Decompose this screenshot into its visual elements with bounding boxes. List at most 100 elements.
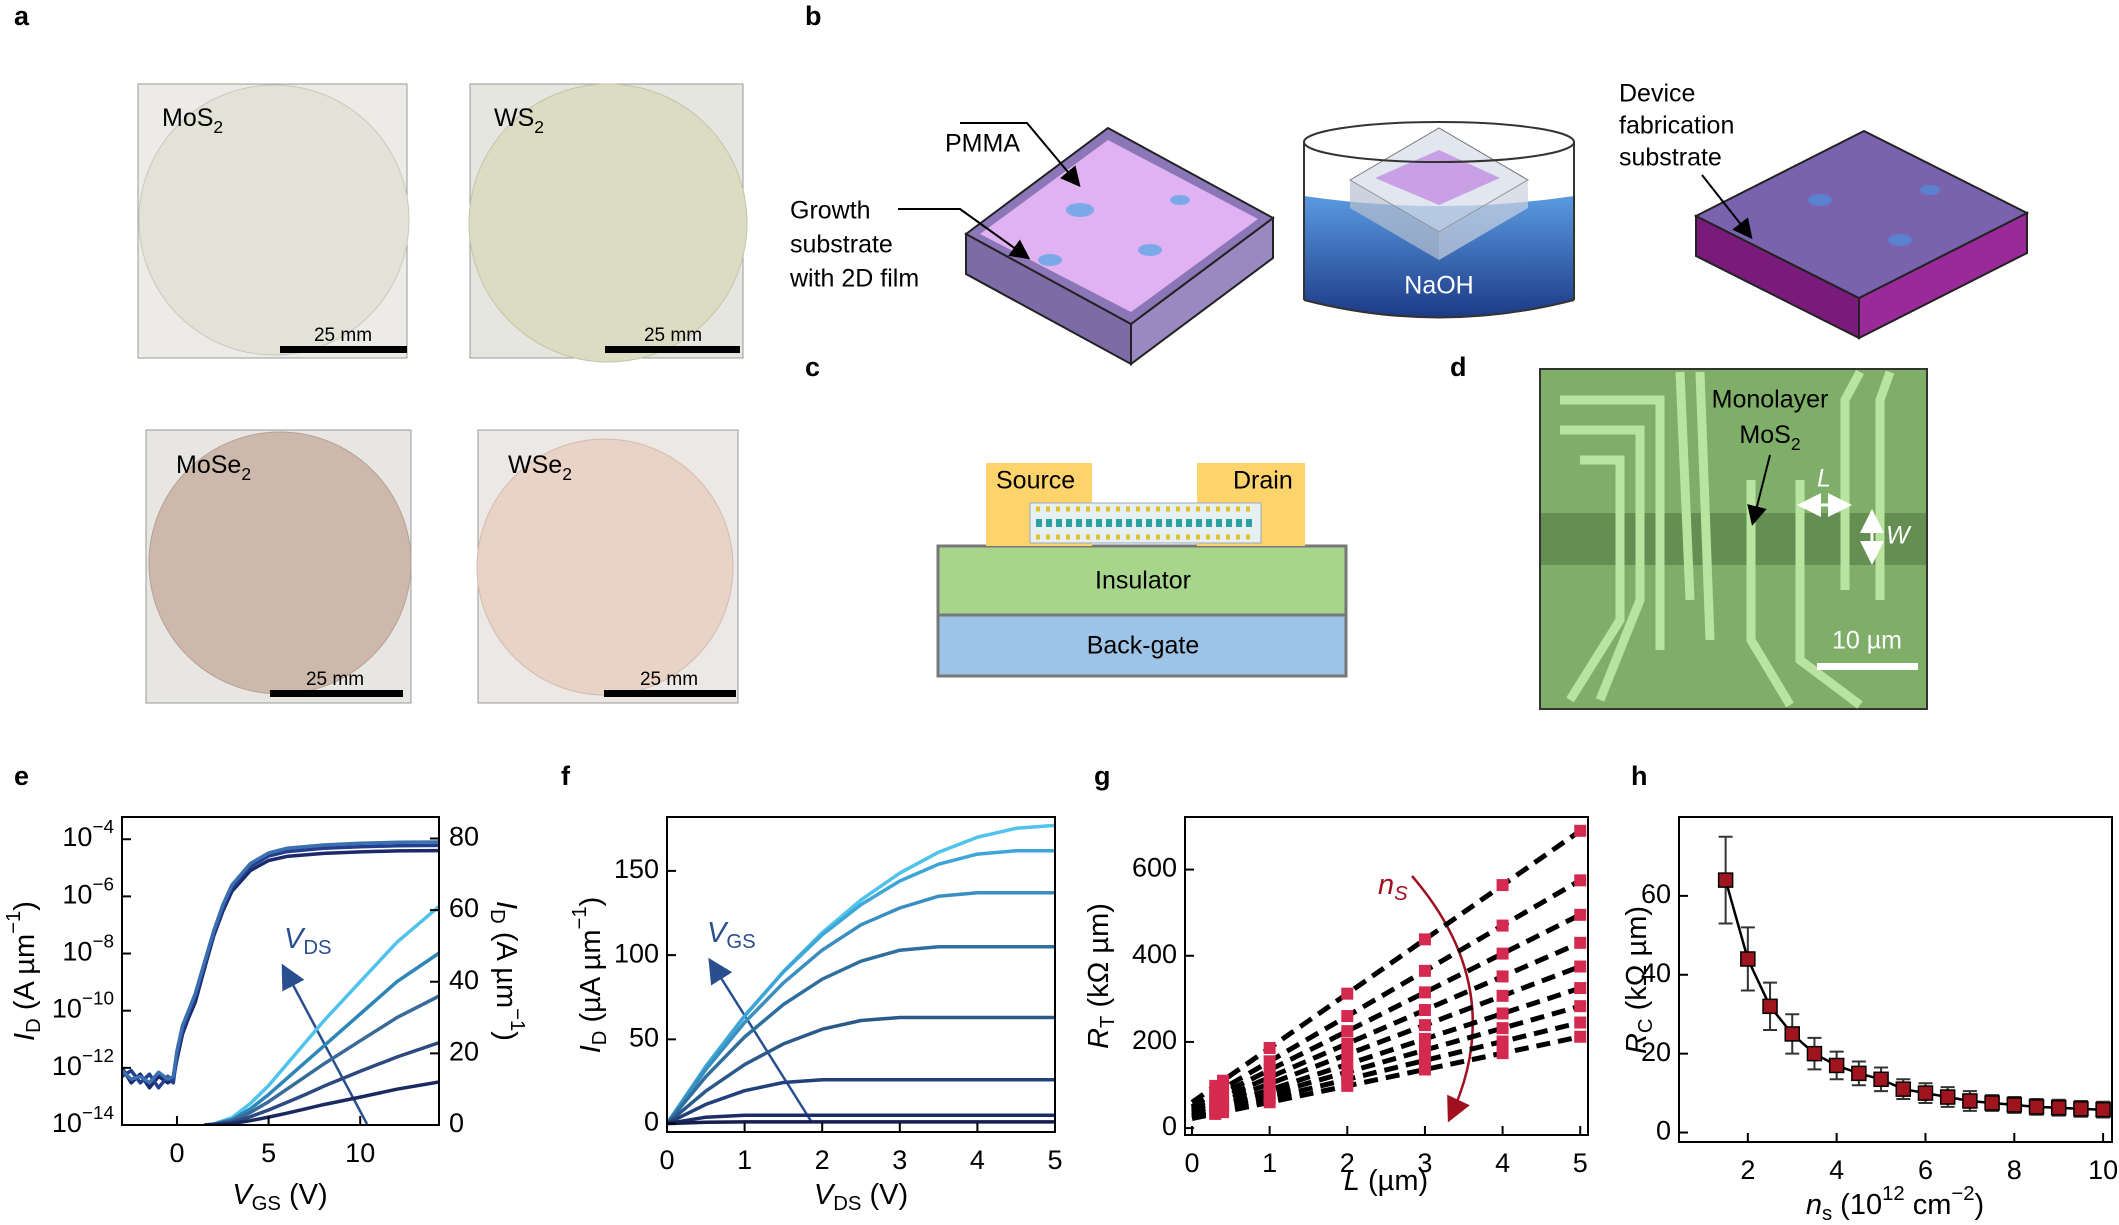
tick-label: 40 [449,965,479,995]
point [1984,1095,2000,1111]
point [1418,1044,1431,1057]
point [1496,1035,1509,1048]
label-growth: Growth [790,197,871,225]
point [1341,1025,1354,1038]
tick-label: 1 [1262,1148,1277,1178]
tick-label: 150 [614,854,659,884]
point [1418,964,1431,977]
arrow [1747,454,1771,526]
point [2006,1097,2023,1113]
text-part: −1 [569,906,591,929]
point [2028,1099,2045,1115]
text-part: R [1621,1033,1653,1054]
point [1574,1000,1587,1013]
panel-letter: c [805,352,820,382]
text-part: T [1097,1016,1119,1028]
text-part: MoS [1739,421,1790,449]
text-part: DS [303,937,331,959]
point [1828,1057,1845,1074]
tick-label: 10−10 [52,989,114,1024]
tick-label: 5 [1047,1145,1062,1175]
point [1784,1026,1800,1042]
text-part: (10 [1832,1189,1882,1221]
photo: WSe2 25 mm [476,429,739,704]
x-axis-label: ns (1012 cm−2) [1806,1183,1984,1225]
leader [898,208,1031,260]
tick-label: 5 [261,1138,276,1168]
text-part: WSe [508,451,562,479]
device-schematic: Source Drain Insulator Back-gate [936,463,1348,678]
scale-bar [280,346,407,353]
y-axis-label: RT (kΩ µm) [1083,903,1120,1049]
tick-label: 6 [1918,1155,1933,1185]
tick-label: 4 [1829,1155,1844,1185]
pmma-film [980,140,1258,312]
y2-axis-label: ID (A µm−1) [486,901,528,1041]
text-part: S [1394,883,1408,905]
sem-image: Monolayer MoS2 L W 10 µm [1539,368,1928,710]
text-part: DS [833,1193,861,1215]
tick-label: 50 [629,1022,659,1052]
electrode [1695,371,1715,641]
text-part: (A µm [490,924,522,1008]
point [1341,1037,1354,1050]
tick-label: 3 [1417,1148,1432,1178]
point [1341,1048,1354,1061]
text-part: 10 [62,937,92,967]
text-part: C [1635,1018,1657,1033]
tick-label: 0 [1656,1116,1671,1146]
tick-label: 10−4 [62,817,114,852]
label-material: MoS2 [1739,421,1800,454]
annotation: VGS [707,917,756,954]
chip-top [1693,129,2030,300]
electrodes [1560,369,1895,709]
annotation-arrow [708,957,813,1122]
electrode [1560,425,1645,702]
tick-label: 3 [892,1145,907,1175]
panel-letter: g [1094,761,1111,791]
text-part: V [284,923,306,955]
panel-letter: h [1631,761,1648,791]
series-line [667,1120,1055,1126]
electrode [1566,455,1625,703]
plot-frame [1678,816,2113,1143]
x-axis-label: VDS (V) [814,1179,908,1216]
plot-area [1190,824,1587,1122]
flake [1038,254,1062,266]
label-growth: with 2D film [789,265,919,293]
label-pmma: PMMA [945,130,1020,158]
point [2095,1101,2111,1118]
panel-letter: e [14,761,29,791]
tick-label: 2 [1340,1148,1355,1178]
text-part: MoSe [176,451,241,479]
text-part: 2 [534,117,544,137]
x-axis-label: VGS (V) [232,1179,327,1216]
text-part: −8 [92,932,114,953]
annotation: nS [1378,869,1408,906]
point [1263,1041,1276,1054]
text-part: n [1378,869,1394,901]
label-device: Device [1619,80,1695,108]
sample-label: MoS2 [162,104,223,137]
text-part: R [1083,1028,1115,1049]
point [1740,951,1756,967]
electrode [1795,480,1863,709]
point [1574,908,1587,921]
point [1962,1093,1978,1109]
text-part: 2 [1791,434,1801,454]
series-line [667,1113,1055,1126]
point [1895,1081,1912,1097]
flake [1808,194,1832,206]
point [2073,1101,2089,1117]
fit-line [1191,1003,1581,1119]
series-line [122,840,439,1085]
point [1762,998,1778,1015]
fit-line [1191,985,1581,1118]
point [1496,970,1509,983]
text-part: 12 [1882,1183,1905,1205]
text-part: cm [1905,1189,1952,1221]
flake [1170,195,1190,205]
point [1717,872,1734,888]
